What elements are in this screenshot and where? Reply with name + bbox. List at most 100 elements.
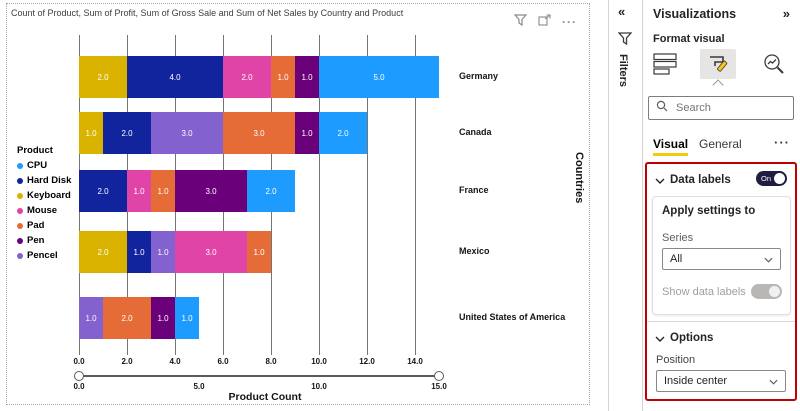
fields-icon[interactable] <box>653 53 677 80</box>
bar-segment-mexico-keyboard[interactable]: 2.0 <box>79 231 127 273</box>
data-label: 3.0 <box>181 128 193 138</box>
format-visual-icon-selected[interactable] <box>700 49 736 79</box>
tab-general[interactable]: General <box>699 137 742 151</box>
bar-segment-france-pen[interactable]: 3.0 <box>175 170 247 212</box>
bar-segment-united-states-of-america-cpu[interactable]: 1.0 <box>175 297 199 339</box>
apply-settings-card: Apply settings to Series All Show data l… <box>652 196 791 315</box>
data-label: 2.0 <box>97 186 109 196</box>
legend-label: Keyboard <box>27 190 71 201</box>
zoom-slider-tick-label: 5.0 <box>193 382 205 391</box>
legend-item-pad[interactable]: Pad <box>17 218 71 233</box>
legend-item-keyboard[interactable]: Keyboard <box>17 188 71 203</box>
bar-segment-canada-pen[interactable]: 1.0 <box>295 112 319 154</box>
data-label: 1.0 <box>133 247 145 257</box>
data-label: 2.0 <box>97 72 109 82</box>
toggle-state-label: On <box>761 174 772 183</box>
more-options-icon[interactable]: ··· <box>562 15 577 29</box>
position-dropdown[interactable]: Inside center <box>656 370 786 392</box>
show-data-labels-toggle[interactable] <box>751 284 782 299</box>
data-label: 1.0 <box>157 313 169 323</box>
bar-segment-germany-keyboard[interactable]: 2.0 <box>79 56 127 98</box>
bar-segment-germany-pen[interactable]: 1.0 <box>295 56 319 98</box>
collapse-right-icon[interactable]: » <box>782 6 790 21</box>
legend-item-cpu[interactable]: CPU <box>17 158 71 173</box>
pane-divider <box>608 0 609 411</box>
chevron-down-icon <box>769 372 778 390</box>
bar-segment-germany-hard-disk[interactable]: 4.0 <box>127 56 223 98</box>
data-labels-toggle[interactable]: On <box>756 171 787 186</box>
search-box[interactable] <box>648 96 794 120</box>
bar-segment-mexico-mouse[interactable]: 3.0 <box>175 231 247 273</box>
data-label: 2.0 <box>121 128 133 138</box>
legend-swatch <box>17 192 23 199</box>
legend-item-pen[interactable]: Pen <box>17 233 71 248</box>
x-axis-tick-label: 12.0 <box>359 357 375 366</box>
bar-segment-canada-pad[interactable]: 3.0 <box>223 112 295 154</box>
legend-swatch <box>17 177 23 184</box>
data-labels-section-header[interactable]: Data labels <box>655 171 731 189</box>
data-label: 2.0 <box>97 247 109 257</box>
bar-segment-germany-pad[interactable]: 1.0 <box>271 56 295 98</box>
bar-segment-canada-cpu[interactable]: 2.0 <box>319 112 367 154</box>
legend-label: Pencel <box>27 250 58 261</box>
search-input[interactable] <box>674 101 786 115</box>
x-axis-tick-label: 8.0 <box>265 357 277 366</box>
bar-segment-canada-keyboard[interactable]: 1.0 <box>79 112 103 154</box>
collapse-left-icon[interactable]: « <box>618 4 626 19</box>
zoom-slider-track[interactable] <box>79 375 439 377</box>
bar-segment-canada-pencel[interactable]: 3.0 <box>151 112 223 154</box>
legend-item-hard-disk[interactable]: Hard Disk <box>17 173 71 188</box>
chevron-down-icon <box>655 171 665 189</box>
legend-label: Pad <box>27 220 45 231</box>
x-axis-title: Product Count <box>228 391 302 403</box>
position-label: Position <box>656 354 696 366</box>
legend-swatch <box>17 252 23 259</box>
bar-segment-germany-cpu[interactable]: 5.0 <box>319 56 439 98</box>
data-label: 3.0 <box>205 247 217 257</box>
legend-label: Hard Disk <box>27 175 72 186</box>
zoom-slider-tick-label: 15.0 <box>431 382 447 391</box>
bar-segment-france-hard-disk[interactable]: 2.0 <box>79 170 127 212</box>
zoom-slider-handle-max[interactable] <box>434 371 444 381</box>
filter-funnel-icon <box>617 32 633 50</box>
data-label: 2.0 <box>121 313 133 323</box>
position-value: Inside center <box>664 375 727 387</box>
bar-segment-united-states-of-america-pen[interactable]: 1.0 <box>151 297 175 339</box>
filter-icon[interactable] <box>513 13 528 31</box>
zoom-slider-tick-label: 0.0 <box>73 382 85 391</box>
tab-visual[interactable]: Visual <box>653 137 689 156</box>
bar-segment-france-cpu[interactable]: 2.0 <box>247 170 295 212</box>
bar-segment-united-states-of-america-pad[interactable]: 2.0 <box>103 297 151 339</box>
series-dropdown[interactable]: All <box>662 248 781 270</box>
bar-segment-france-pad[interactable]: 1.0 <box>151 170 175 212</box>
legend-label: Mouse <box>27 205 58 216</box>
data-label: 3.0 <box>205 186 217 196</box>
analytics-icon[interactable] <box>763 53 785 80</box>
data-label: 1.0 <box>277 72 289 82</box>
data-labels-label: Data labels <box>670 174 731 186</box>
legend-label: Pen <box>27 235 45 246</box>
legend-item-mouse[interactable]: Mouse <box>17 203 71 218</box>
chevron-down-icon <box>655 329 665 347</box>
bar-segment-germany-mouse[interactable]: 2.0 <box>223 56 271 98</box>
tabs-more-icon[interactable]: ··· <box>774 135 790 150</box>
filters-pane-collapsed[interactable]: « Filters <box>609 0 642 411</box>
bar-segment-france-mouse[interactable]: 1.0 <box>127 170 151 212</box>
series-value: All <box>670 253 683 265</box>
options-section-header[interactable]: Options <box>655 329 713 347</box>
data-label: 1.0 <box>301 128 313 138</box>
x-axis-tick-label: 6.0 <box>217 357 229 366</box>
focus-mode-icon[interactable] <box>538 13 551 31</box>
bar-segment-united-states-of-america-pencel[interactable]: 1.0 <box>79 297 103 339</box>
legend: Product CPU Hard Disk Keyboard Mouse Pad Pen P… <box>17 145 71 263</box>
bar-segment-mexico-pencel[interactable]: 1.0 <box>151 231 175 273</box>
y-axis-category-label: Mexico <box>459 246 490 256</box>
legend-item-pencel[interactable]: Pencel <box>17 248 71 263</box>
chart-visual[interactable]: Count of Product, Sum of Profit, Sum of … <box>6 3 590 405</box>
bar-segment-mexico-hard-disk[interactable]: 1.0 <box>127 231 151 273</box>
zoom-slider-handle-min[interactable] <box>74 371 84 381</box>
visual-title: Count of Product, Sum of Profit, Sum of … <box>11 8 404 18</box>
y-axis-category-label: France <box>459 185 489 195</box>
bar-segment-canada-hard-disk[interactable]: 2.0 <box>103 112 151 154</box>
bar-segment-mexico-pad[interactable]: 1.0 <box>247 231 271 273</box>
